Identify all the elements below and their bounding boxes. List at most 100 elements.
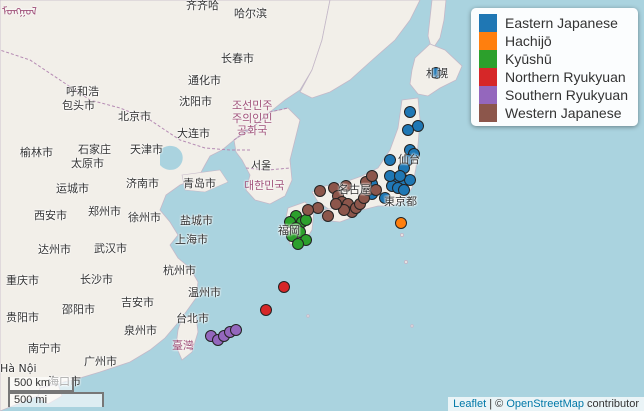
legend-swatch	[479, 86, 498, 104]
legend-item: Hachijō	[479, 32, 628, 50]
attribution-separator: | ©	[486, 398, 507, 410]
city-label: 济南市	[126, 177, 159, 190]
city-label: 邵阳市	[62, 303, 95, 316]
map-marker[interactable]	[384, 154, 396, 166]
city-label: 札幌	[426, 67, 448, 80]
legend-swatch	[479, 104, 498, 122]
map-marker[interactable]	[404, 174, 416, 186]
country-label-text: 조선민주 주의인민 공화국	[232, 99, 273, 138]
city-label: 大连市	[177, 127, 210, 140]
city-label: 重庆市	[6, 274, 39, 287]
legend-item: Southern Ryukyuan	[479, 86, 628, 104]
map-marker[interactable]	[404, 106, 416, 118]
city-label: 齐齐哈	[186, 0, 219, 12]
city-label: 贵阳市	[6, 311, 39, 324]
city-label: 运城市	[56, 182, 89, 195]
map-marker[interactable]	[286, 230, 298, 242]
map-marker[interactable]	[322, 210, 334, 222]
map-marker[interactable]	[300, 214, 312, 226]
city-label: 包头市	[62, 99, 95, 112]
city-label: 서울	[251, 159, 272, 172]
map-marker[interactable]	[330, 198, 342, 210]
map-marker[interactable]	[292, 238, 304, 250]
legend-swatch	[479, 50, 498, 68]
map-marker[interactable]	[260, 304, 272, 316]
map-marker[interactable]	[314, 185, 326, 197]
city-label: 长春市	[221, 52, 254, 65]
city-label: 哈尔滨	[234, 7, 267, 20]
city-label: 石家庄	[78, 143, 111, 156]
map-marker[interactable]	[384, 170, 396, 182]
city-label: 榆林市	[20, 146, 53, 159]
city-label: 徐州市	[128, 211, 161, 224]
city-label: 郑州市	[88, 205, 121, 218]
city-label: 沈阳市	[179, 95, 212, 108]
map-marker[interactable]	[278, 281, 290, 293]
legend-label: Southern Ryukyuan	[505, 87, 628, 103]
map-marker[interactable]	[302, 204, 314, 216]
legend-item: Northern Ryukyuan	[479, 68, 628, 86]
legend-label: Northern Ryukyuan	[505, 69, 626, 85]
city-label: 福岡	[278, 224, 300, 237]
map-legend: Eastern Japanese Hachijō Kyūshū Northern Ry…	[471, 8, 638, 126]
city-label: 呼和浩	[66, 85, 99, 98]
osm-link[interactable]: OpenStreetMap	[506, 398, 584, 410]
korea-peninsula	[233, 107, 301, 205]
country-label-north-korea: 조선민주 주의인민 공화국	[232, 99, 273, 138]
city-label: 武汉市	[94, 242, 127, 255]
city-label: 杭州市	[163, 264, 196, 277]
leaflet-link[interactable]: Leaflet	[453, 398, 487, 410]
country-label-south-korea: 대한민국	[244, 179, 285, 192]
map-marker[interactable]	[230, 324, 242, 336]
map-marker[interactable]	[312, 202, 324, 214]
legend-item: Western Japanese	[479, 104, 628, 122]
city-label: 长沙市	[80, 273, 113, 286]
scale-control: 500 km 500 mi	[8, 377, 104, 407]
city-label: 青岛市	[183, 177, 216, 190]
city-label: 广州市	[84, 355, 117, 368]
map-marker[interactable]	[412, 120, 424, 132]
city-label: 台北市	[176, 312, 209, 325]
city-label: 上海市	[175, 233, 208, 246]
map-marker[interactable]	[370, 184, 382, 196]
city-label: 吉安市	[121, 296, 154, 309]
city-label: 名古屋	[338, 183, 371, 196]
legend-label: Eastern Japanese	[505, 15, 618, 31]
map-marker[interactable]	[340, 180, 352, 192]
legend-swatch	[479, 32, 498, 50]
city-label: 南宁市	[28, 342, 61, 355]
map-marker[interactable]	[430, 67, 442, 79]
city-label: 西安市	[34, 209, 67, 222]
city-label: 天津市	[130, 143, 163, 156]
city-label: 北京市	[118, 110, 151, 123]
map-marker[interactable]	[379, 192, 391, 204]
map-marker[interactable]	[402, 124, 414, 136]
city-label: 盐城市	[180, 214, 213, 227]
legend-swatch	[479, 14, 498, 32]
city-label: 太原市	[71, 157, 104, 170]
scale-km: 500 km	[8, 377, 74, 392]
country-label-taiwan: 臺灣	[172, 339, 194, 352]
city-label: 通化市	[188, 74, 221, 87]
country-label-mongolia: ᠮᠣᠩᠭᠣᠯ	[2, 5, 37, 18]
city-label: Hà Nội	[0, 362, 37, 375]
legend-item: Kyūshū	[479, 50, 628, 68]
scale-mi: 500 mi	[8, 392, 104, 407]
legend-label: Western Japanese	[505, 105, 622, 121]
map-marker[interactable]	[338, 204, 350, 216]
city-label: 東京都	[384, 195, 417, 208]
legend-label: Kyūshū	[505, 51, 552, 67]
map-marker[interactable]	[366, 170, 378, 182]
taiwan	[175, 315, 199, 361]
map-marker[interactable]	[395, 217, 407, 229]
data-markers	[205, 67, 442, 346]
city-label: 温州市	[188, 286, 221, 299]
map-marker[interactable]	[394, 170, 406, 182]
map-marker[interactable]	[398, 184, 410, 196]
city-label: 达州市	[38, 243, 71, 256]
legend-swatch	[479, 68, 498, 86]
legend-item: Eastern Japanese	[479, 14, 628, 32]
city-label: 泉州市	[124, 324, 157, 337]
